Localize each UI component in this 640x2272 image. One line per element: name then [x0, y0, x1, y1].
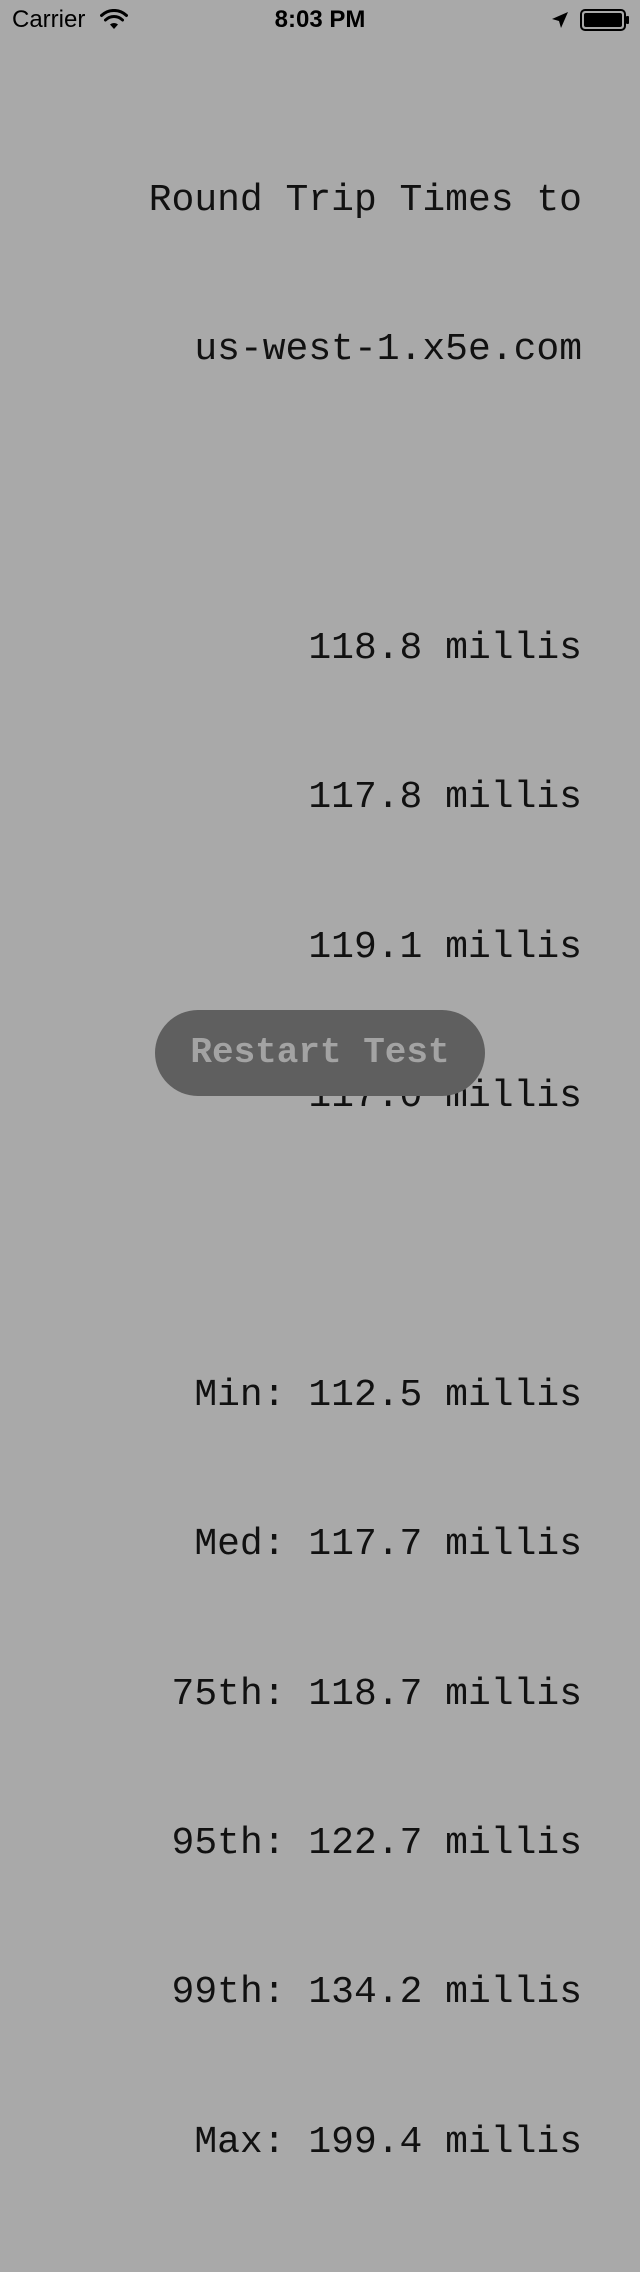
status-time: 8:03 PM: [274, 6, 366, 33]
location-arrow-icon: [552, 12, 568, 28]
sample-time: 117.8 millis: [308, 776, 582, 820]
title-line-1: Round Trip Times to: [148, 178, 582, 222]
spacer: [149, 474, 582, 524]
wifi-icon: [100, 9, 128, 29]
spacer: [149, 2267, 582, 2272]
spacer: [149, 1221, 582, 1271]
stat-min: Min: 112.5 millis: [194, 1373, 582, 1417]
carrier-label: Carrier: [12, 6, 86, 33]
status-bar: Carrier 8:03 PM: [0, 0, 640, 40]
sample-time: 118.8 millis: [308, 626, 582, 670]
sample-time: 119.1 millis: [308, 925, 582, 969]
stat-p95: 95th: 122.7 millis: [171, 1821, 582, 1865]
stat-p99: 99th: 134.2 millis: [171, 1971, 582, 2015]
restart-test-button[interactable]: Restart Test: [155, 1010, 485, 1096]
results-panel: Round Trip Times to us-west-1.x5e.com 11…: [149, 76, 582, 2272]
stat-median: Med: 117.7 millis: [194, 1523, 582, 1567]
stat-max: Max: 199.4 millis: [194, 2120, 582, 2164]
battery-icon: [580, 9, 629, 31]
stat-p75: 75th: 118.7 millis: [171, 1672, 582, 1716]
title-line-2: us-west-1.x5e.com: [194, 327, 582, 371]
